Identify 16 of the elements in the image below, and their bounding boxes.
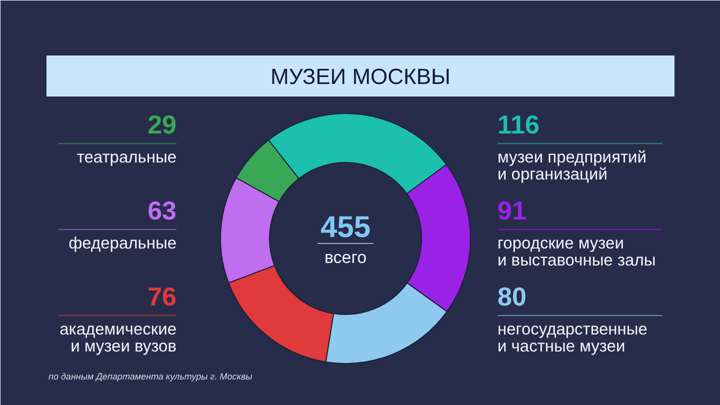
text: 455: [320, 211, 371, 244]
data-label: 91: [498, 196, 526, 226]
slice-label: музеи предприятий и организаций: [498, 148, 646, 184]
data-label: 29: [148, 110, 176, 140]
text: всего: [324, 248, 367, 267]
slice-label: городские музеи и выставочные залы: [498, 234, 656, 270]
slice-label: федеральные: [68, 234, 177, 252]
slice-label: театральные: [76, 148, 177, 166]
data-label: 80: [498, 282, 526, 312]
data-label: 76: [148, 282, 176, 312]
chart-title: МУЗЕИ МОСКВЫ: [270, 64, 450, 89]
data-label: 63: [148, 196, 176, 226]
slice-label: негосударственные и частные музеи: [498, 320, 648, 356]
text: по данным Департамента культуры г. Москвы: [48, 372, 253, 382]
slice-label: академические и музеи вузов: [60, 320, 177, 356]
data-label: 116: [498, 110, 540, 140]
